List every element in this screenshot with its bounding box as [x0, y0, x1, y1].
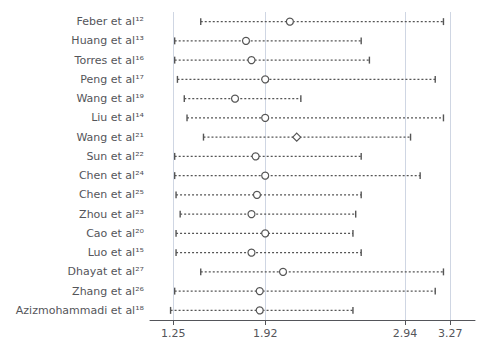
- svg-text:Chen et al²⁴: Chen et al²⁴: [79, 169, 145, 182]
- svg-text:Zhang et al²⁶: Zhang et al²⁶: [72, 285, 144, 298]
- svg-text:Huang et al¹³: Huang et al¹³: [71, 34, 144, 47]
- svg-text:Wang et al¹⁹: Wang et al¹⁹: [76, 92, 144, 105]
- svg-text:Peng et al¹⁷: Peng et al¹⁷: [80, 73, 144, 86]
- svg-text:Chen et al²⁵: Chen et al²⁵: [79, 188, 144, 201]
- svg-text:Liu et al¹⁴: Liu et al¹⁴: [91, 111, 144, 124]
- svg-text:Wang et al²¹: Wang et al²¹: [76, 131, 144, 144]
- svg-text:Sun et al²²: Sun et al²²: [86, 150, 144, 163]
- svg-text:Azizmohammadi et al¹⁸: Azizmohammadi et al¹⁸: [16, 304, 145, 317]
- svg-text:Torres et al¹⁶: Torres et al¹⁶: [74, 54, 145, 67]
- svg-text:Dhayat et al²⁷: Dhayat et al²⁷: [68, 265, 144, 278]
- svg-text:3.27: 3.27: [438, 327, 463, 340]
- svg-text:Feber et al¹²: Feber et al¹²: [77, 15, 144, 28]
- svg-text:Luo et al¹⁵: Luo et al¹⁵: [88, 246, 144, 259]
- svg-text:2.94: 2.94: [393, 327, 418, 340]
- svg-text:1.25: 1.25: [161, 327, 186, 340]
- svg-text:1.92: 1.92: [253, 327, 278, 340]
- svg-text:Cao et al²⁰: Cao et al²⁰: [86, 227, 144, 240]
- svg-text:Zhou et al²³: Zhou et al²³: [79, 208, 144, 221]
